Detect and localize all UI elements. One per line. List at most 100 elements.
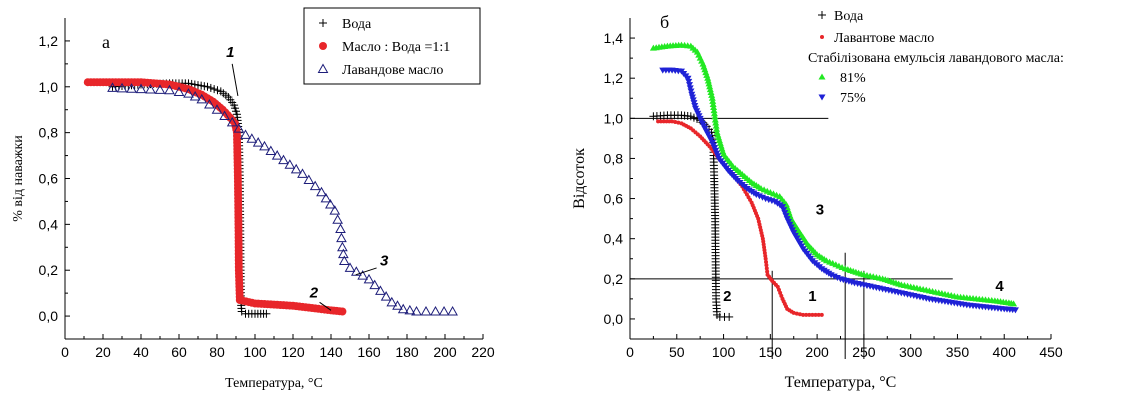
chart1-point xyxy=(687,88,695,95)
chart0-point xyxy=(380,291,392,301)
chart1-point-shape xyxy=(686,85,694,92)
chart0-point-shape xyxy=(350,266,362,276)
chart0-series-1 xyxy=(83,78,347,316)
chart1-point-shape xyxy=(704,77,712,84)
chart0-point xyxy=(430,305,441,316)
chart0-point xyxy=(284,159,296,169)
chart0-point xyxy=(325,198,336,209)
chart0-point xyxy=(196,93,208,104)
chart1-point-shape xyxy=(764,259,769,264)
chart1-point-shape xyxy=(708,91,716,98)
chart1-point xyxy=(764,259,769,264)
chart0-x-tick-label: 40 xyxy=(133,344,149,360)
chart0-point-shape xyxy=(392,300,403,310)
chart1-panel-label: б xyxy=(660,12,669,32)
chart1-point-shape xyxy=(673,119,678,124)
chart0-point xyxy=(164,84,175,95)
chart1-x-tick-label: 0 xyxy=(626,344,634,360)
chart0-point xyxy=(447,305,458,316)
chart1-point-shape xyxy=(794,311,799,316)
chart0-point xyxy=(259,140,270,151)
chart0-point xyxy=(107,82,118,92)
chart1-point-shape xyxy=(1010,300,1018,307)
chart1-series-2 xyxy=(649,41,1018,307)
chart0-x-tick-label: 20 xyxy=(95,344,111,360)
chart0-point-shape xyxy=(271,150,283,160)
chart0-point xyxy=(320,192,332,203)
chart1-point xyxy=(776,287,781,292)
chart0-point-shape xyxy=(173,86,185,96)
chart1-series-0 xyxy=(649,111,734,321)
chart1-point xyxy=(782,213,790,220)
chart1-point xyxy=(725,312,734,321)
chart0-legend-marker-shape xyxy=(317,63,329,73)
chart1-point xyxy=(764,266,769,271)
chart1-point xyxy=(712,122,720,129)
chart0-point-shape xyxy=(397,303,409,314)
chart0-point-shape xyxy=(375,285,386,295)
chart0-point-shape xyxy=(369,279,381,290)
chart0-point-shape xyxy=(154,84,166,94)
chart1-point-shape xyxy=(780,207,788,214)
chart1-y-tick-label: 0,0 xyxy=(604,311,624,327)
chart1-point-shape xyxy=(813,312,818,317)
chart1-point xyxy=(705,80,713,87)
chart0-point-shape xyxy=(290,163,302,174)
chart0-point xyxy=(226,116,238,127)
chart0-point xyxy=(278,154,289,165)
chart0-point xyxy=(404,304,416,315)
chart1-point-shape xyxy=(1011,307,1019,314)
chart1-point xyxy=(797,312,802,317)
chart1-point xyxy=(713,125,721,132)
chart1-point-shape xyxy=(797,312,802,317)
chart1-point xyxy=(778,204,786,211)
chart1-point xyxy=(686,85,694,92)
chart0-point-shape xyxy=(303,174,315,185)
chart0-point-shape xyxy=(335,223,346,233)
chart0-legend-marker xyxy=(319,19,327,27)
chart0-x-axis-label: Температура, °C xyxy=(225,376,323,391)
chart1-point-shape xyxy=(816,312,821,317)
chart0-point-shape xyxy=(278,154,289,165)
chart1-point-shape xyxy=(709,97,717,104)
chart0-point-shape xyxy=(126,83,137,93)
chart0-series-0 xyxy=(108,79,271,318)
chart0-point xyxy=(240,129,251,139)
chart1-x-axis-label: Температура, °C xyxy=(785,374,897,391)
chart1-point-shape xyxy=(710,104,718,111)
chart0-point-shape xyxy=(336,232,347,243)
chart1-point xyxy=(801,312,806,317)
chart1-point-shape xyxy=(710,110,718,117)
chart1-point xyxy=(704,77,712,84)
chart1-legend-marker-shape xyxy=(818,94,826,101)
chart1-x-tick-label: 100 xyxy=(712,344,736,360)
chart1-point xyxy=(1011,307,1019,314)
chart1-point-shape xyxy=(658,119,663,124)
chart0-point xyxy=(369,279,381,290)
chart0-point xyxy=(438,305,450,316)
chart1-point xyxy=(775,284,780,289)
chart1-legend-marker xyxy=(818,73,826,80)
chart0-point xyxy=(335,223,346,233)
chart0-point-shape xyxy=(357,270,369,280)
chart1-curve-label: 1 xyxy=(808,288,816,305)
chart1-point-shape xyxy=(776,287,781,292)
chart1-point xyxy=(661,119,666,124)
chart0-curve-label: 1 xyxy=(226,44,234,61)
chart0-point xyxy=(303,174,315,185)
chart0-point-shape xyxy=(164,84,175,95)
chart0-legend-marker-shape xyxy=(319,42,327,50)
chart1-point xyxy=(778,290,783,295)
chart0-legend-marker xyxy=(319,42,327,50)
chart0-point xyxy=(204,99,215,109)
chart0-point xyxy=(344,262,356,272)
chart0-point xyxy=(420,305,432,316)
chart0-point xyxy=(233,123,245,133)
chart1-point-shape xyxy=(778,204,786,211)
chart0-point xyxy=(252,137,264,147)
chart1-point xyxy=(779,293,784,298)
chart0-point xyxy=(337,241,348,252)
chart0-x-tick-label: 60 xyxy=(171,344,187,360)
chart0-point-shape xyxy=(325,198,336,209)
